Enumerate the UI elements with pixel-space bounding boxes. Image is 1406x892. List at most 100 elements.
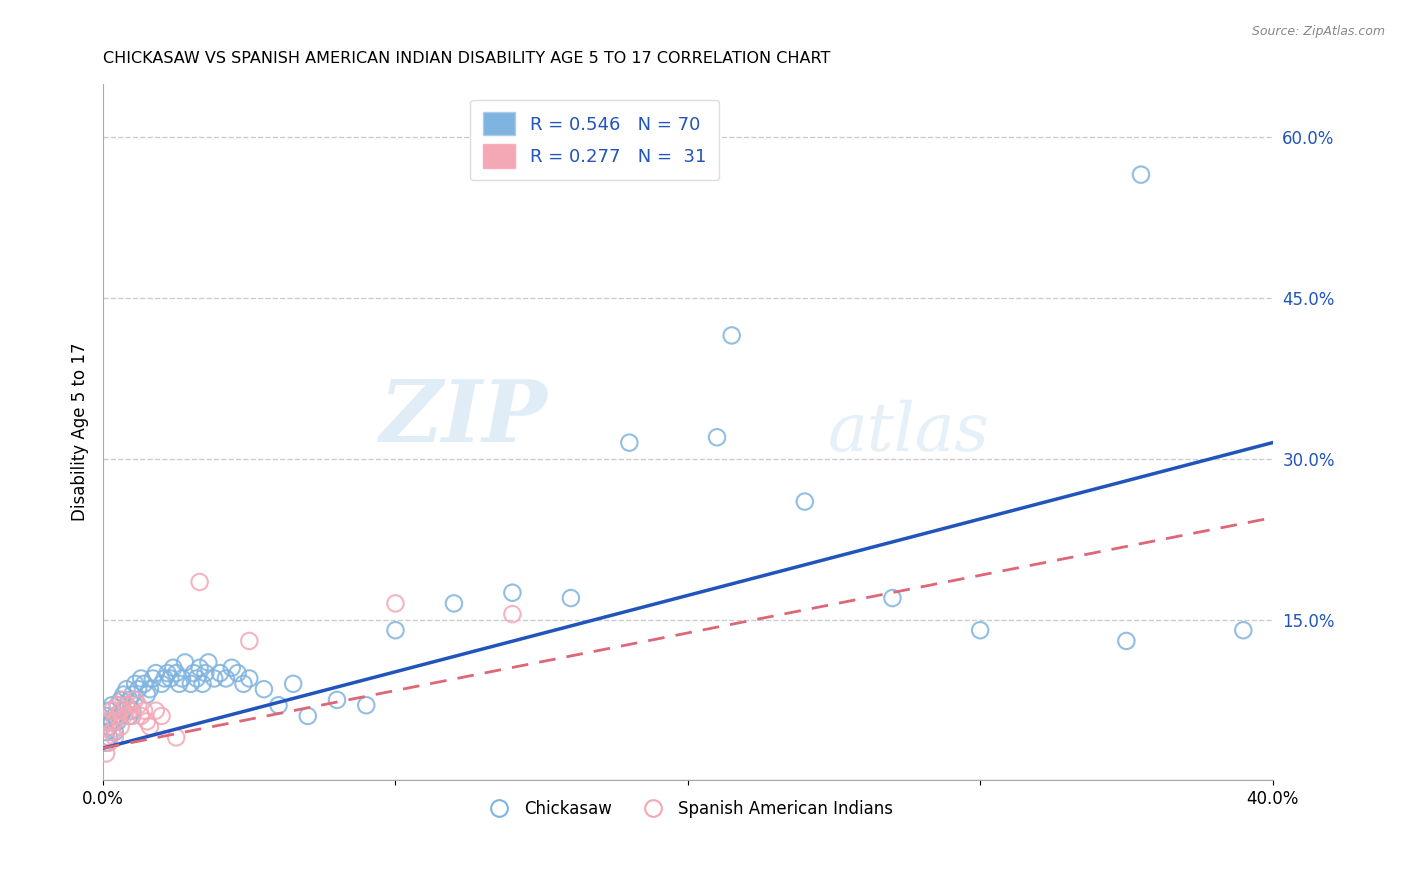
Point [226,666,249,681]
Point [94,709,117,723]
Point [232,677,254,691]
Point [94,736,117,750]
Text: atlas: atlas [828,400,990,465]
Point [107,709,129,723]
Point [98,731,121,745]
Point [104,731,127,745]
Point [127,682,149,697]
Point [167,677,190,691]
Point [183,666,205,681]
Point [121,688,143,702]
Point [139,720,162,734]
Point [221,661,243,675]
Point [145,704,167,718]
Point [162,661,184,675]
Point [110,709,132,723]
Point [132,704,155,718]
Point [1115,634,1137,648]
Point [142,672,165,686]
Text: Source: ZipAtlas.com: Source: ZipAtlas.com [1251,25,1385,38]
Point [1130,168,1153,182]
Point [267,698,290,713]
Point [118,693,141,707]
Point [136,688,159,702]
Text: CHICKASAW VS SPANISH AMERICAN INDIAN DISABILITY AGE 5 TO 17 CORRELATION CHART: CHICKASAW VS SPANISH AMERICAN INDIAN DIS… [103,51,831,66]
Point [619,435,641,450]
Point [882,591,904,605]
Point [326,693,349,707]
Point [98,720,121,734]
Point [560,591,582,605]
Point [283,677,305,691]
Point [153,672,176,686]
Point [101,714,124,729]
Point [443,596,465,610]
Point [98,714,121,729]
Point [121,709,143,723]
Point [501,607,523,622]
Point [115,698,138,713]
Point [384,596,406,610]
Point [110,693,132,707]
Point [165,731,187,745]
Point [136,714,159,729]
Point [107,714,129,729]
Point [127,698,149,713]
Point [174,656,197,670]
Point [94,731,117,745]
Point [238,634,260,648]
Point [501,585,523,599]
Point [238,672,260,686]
Point [107,698,129,713]
Point [118,704,141,718]
Point [115,682,138,697]
Point [150,709,173,723]
Point [186,672,208,686]
Point [159,672,181,686]
Point [202,672,225,686]
Point [112,704,135,718]
Point [112,693,135,707]
Point [215,672,238,686]
Point [156,666,179,681]
Point [101,698,124,713]
Point [101,725,124,739]
Point [112,709,135,723]
Point [165,666,187,681]
Point [129,709,152,723]
Point [793,494,815,508]
Point [209,666,232,681]
Point [384,624,406,638]
Point [110,704,132,718]
Point [969,624,991,638]
Point [115,698,138,713]
Y-axis label: Disability Age 5 to 17: Disability Age 5 to 17 [72,343,89,521]
Point [188,574,211,589]
Point [354,698,377,713]
Point [194,666,217,681]
Point [180,677,202,691]
Point [101,704,124,718]
Point [94,714,117,729]
Point [124,693,146,707]
Point [104,725,127,739]
Point [139,682,162,697]
Point [104,709,127,723]
Point [132,677,155,691]
Point [145,666,167,681]
Point [98,736,121,750]
Point [94,747,117,761]
Point [170,672,193,686]
Point [107,698,129,713]
Point [197,656,219,670]
Point [112,688,135,702]
Point [118,709,141,723]
Point [129,672,152,686]
Text: ZIP: ZIP [380,376,547,459]
Point [191,677,214,691]
Legend: Chickasaw, Spanish American Indians: Chickasaw, Spanish American Indians [475,793,900,824]
Point [150,677,173,691]
Point [124,677,146,691]
Point [98,704,121,718]
Point [104,714,127,729]
